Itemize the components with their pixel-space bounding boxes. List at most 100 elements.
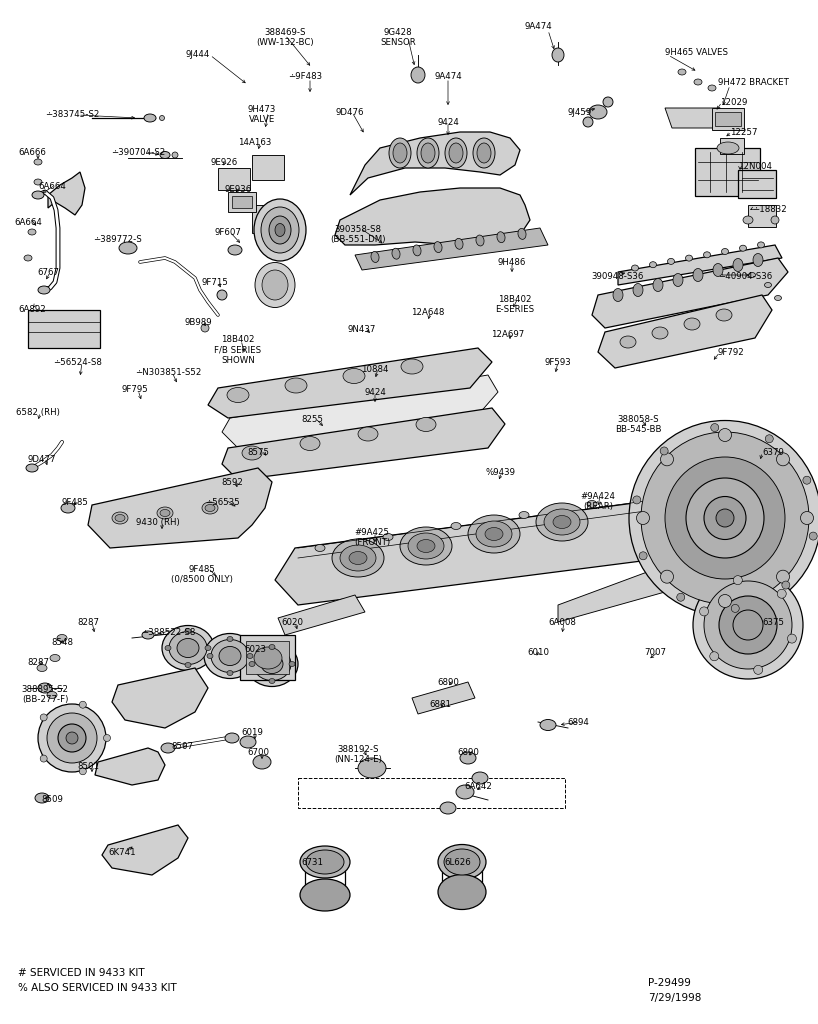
Text: 9424: 9424 xyxy=(364,388,386,397)
Ellipse shape xyxy=(603,97,613,106)
Polygon shape xyxy=(592,258,788,328)
Text: 6023: 6023 xyxy=(244,645,266,654)
Ellipse shape xyxy=(172,152,178,158)
Text: 12257: 12257 xyxy=(730,128,757,137)
Text: 9F715: 9F715 xyxy=(201,278,228,287)
Text: 6K741: 6K741 xyxy=(108,848,136,857)
Ellipse shape xyxy=(254,647,282,669)
Ellipse shape xyxy=(803,476,811,484)
Ellipse shape xyxy=(358,758,386,778)
Ellipse shape xyxy=(733,575,742,585)
Text: 8501: 8501 xyxy=(77,762,99,771)
Ellipse shape xyxy=(782,581,790,589)
Text: ∸388522-S8: ∸388522-S8 xyxy=(141,628,196,637)
Ellipse shape xyxy=(460,752,476,764)
Ellipse shape xyxy=(552,48,564,62)
Text: 12A697: 12A697 xyxy=(492,330,524,339)
Ellipse shape xyxy=(660,570,673,584)
Ellipse shape xyxy=(485,527,503,541)
Ellipse shape xyxy=(633,496,640,504)
Ellipse shape xyxy=(620,336,636,348)
Ellipse shape xyxy=(275,223,285,237)
Text: % ALSO SERVICED IN 9433 KIT: % ALSO SERVICED IN 9433 KIT xyxy=(18,983,177,993)
Ellipse shape xyxy=(476,521,512,547)
Ellipse shape xyxy=(739,245,747,251)
Ellipse shape xyxy=(719,596,777,654)
Text: 9F795: 9F795 xyxy=(122,385,148,394)
Polygon shape xyxy=(208,348,492,418)
Ellipse shape xyxy=(421,143,435,163)
Ellipse shape xyxy=(401,359,423,374)
Ellipse shape xyxy=(201,324,209,332)
Ellipse shape xyxy=(748,272,756,278)
Text: 7007: 7007 xyxy=(644,648,666,657)
Bar xyxy=(218,168,250,190)
Ellipse shape xyxy=(349,552,367,564)
Ellipse shape xyxy=(540,720,556,730)
Ellipse shape xyxy=(246,641,298,686)
Ellipse shape xyxy=(161,743,175,753)
Text: 6767: 6767 xyxy=(37,268,59,278)
Ellipse shape xyxy=(613,289,623,301)
Ellipse shape xyxy=(699,607,708,615)
Polygon shape xyxy=(102,825,188,874)
Ellipse shape xyxy=(665,457,785,579)
Bar xyxy=(715,112,741,126)
Ellipse shape xyxy=(247,653,253,658)
Polygon shape xyxy=(112,668,208,728)
Polygon shape xyxy=(598,295,772,368)
Ellipse shape xyxy=(633,284,643,297)
Text: 9F792: 9F792 xyxy=(718,348,744,357)
Ellipse shape xyxy=(165,645,171,650)
Ellipse shape xyxy=(544,509,580,535)
Ellipse shape xyxy=(416,418,436,431)
Text: 9F485: 9F485 xyxy=(61,498,88,507)
Text: 9E926: 9E926 xyxy=(210,158,237,167)
Text: ∸40904-S36: ∸40904-S36 xyxy=(718,272,772,281)
Text: 12029: 12029 xyxy=(720,98,748,106)
Ellipse shape xyxy=(587,501,597,508)
Polygon shape xyxy=(665,108,728,128)
Ellipse shape xyxy=(227,387,249,402)
Polygon shape xyxy=(412,682,475,714)
Ellipse shape xyxy=(413,245,421,256)
Ellipse shape xyxy=(438,845,486,880)
Bar xyxy=(252,155,284,180)
Ellipse shape xyxy=(636,512,649,524)
Ellipse shape xyxy=(673,273,683,287)
Ellipse shape xyxy=(204,634,256,679)
Ellipse shape xyxy=(119,242,137,254)
Ellipse shape xyxy=(704,497,746,540)
Ellipse shape xyxy=(693,268,703,282)
Bar xyxy=(228,193,256,212)
Ellipse shape xyxy=(753,254,763,266)
Ellipse shape xyxy=(589,105,607,119)
Ellipse shape xyxy=(775,296,781,300)
Ellipse shape xyxy=(477,143,491,163)
Text: 7/29/1998: 7/29/1998 xyxy=(648,993,701,1002)
Ellipse shape xyxy=(358,427,378,441)
Ellipse shape xyxy=(177,639,199,657)
Ellipse shape xyxy=(389,138,411,168)
Bar xyxy=(28,310,100,348)
Bar xyxy=(232,196,252,208)
Ellipse shape xyxy=(289,662,295,667)
Ellipse shape xyxy=(185,629,191,634)
Ellipse shape xyxy=(708,85,716,91)
Text: 9H473
VALVE: 9H473 VALVE xyxy=(248,105,276,124)
Ellipse shape xyxy=(343,369,365,384)
Ellipse shape xyxy=(451,522,461,529)
Polygon shape xyxy=(275,498,690,605)
Ellipse shape xyxy=(684,318,700,330)
Ellipse shape xyxy=(445,138,467,168)
Text: ∸9F483: ∸9F483 xyxy=(288,72,322,81)
Ellipse shape xyxy=(639,552,647,560)
Ellipse shape xyxy=(641,432,809,604)
Ellipse shape xyxy=(79,768,87,775)
Text: 10884: 10884 xyxy=(362,365,389,374)
Ellipse shape xyxy=(476,236,484,246)
Ellipse shape xyxy=(254,199,306,261)
Text: 6375: 6375 xyxy=(762,618,784,627)
Ellipse shape xyxy=(693,571,803,679)
Ellipse shape xyxy=(205,505,215,512)
